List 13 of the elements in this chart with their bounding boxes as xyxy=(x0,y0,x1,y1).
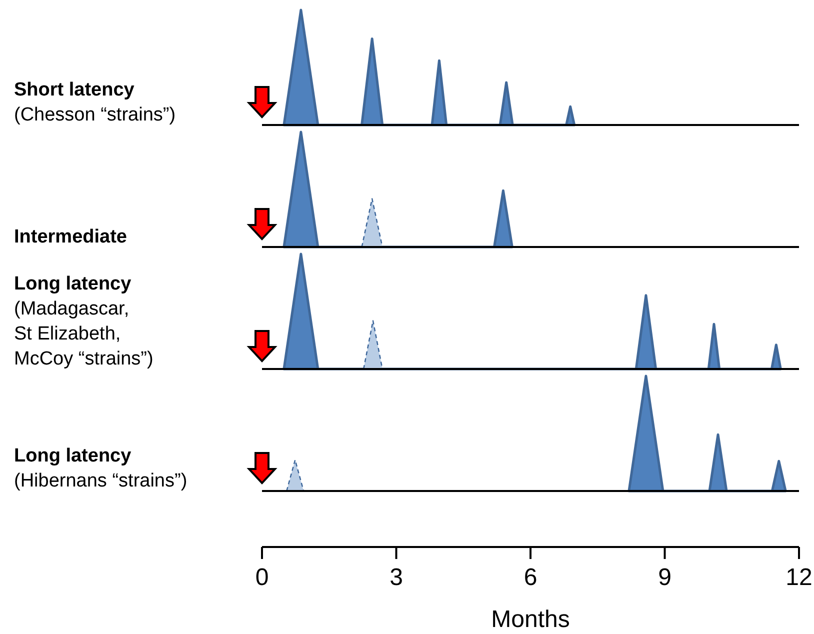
y-axis-title: Long latency xyxy=(14,274,132,294)
x-axis-title: Months xyxy=(491,606,570,633)
x-tick-label: 12 xyxy=(786,564,812,591)
text: (Madagascar, St Elizabeth, McCoy “strains”) xyxy=(14,298,154,370)
text: (Hibernans “strains”) xyxy=(14,470,188,492)
y-axis-title: Long latency xyxy=(14,446,132,466)
x-tick-label: 9 xyxy=(658,564,672,591)
y-axis-title: Intermediate xyxy=(14,226,127,248)
x-tick-label: 6 xyxy=(524,564,538,591)
x-tick-label: 0 xyxy=(255,564,269,591)
y-axis-title: Short latency xyxy=(14,80,135,100)
text: (Chesson “strains”) xyxy=(14,104,176,126)
x-tick-label: 3 xyxy=(390,564,403,591)
